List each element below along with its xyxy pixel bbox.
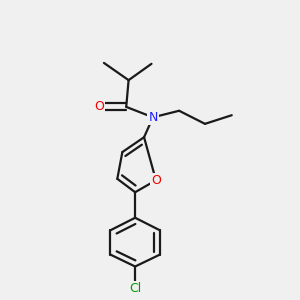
Text: Cl: Cl — [129, 282, 141, 295]
Text: N: N — [148, 111, 158, 124]
Text: O: O — [151, 174, 161, 187]
Text: O: O — [94, 100, 104, 113]
